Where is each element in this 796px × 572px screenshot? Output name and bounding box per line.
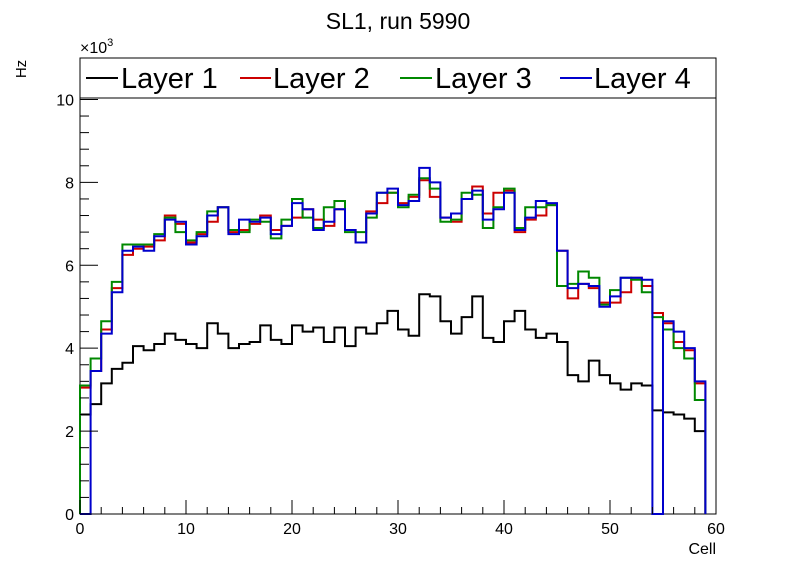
chart-title: SL1, run 5990 [326,8,471,34]
x-tick-label: 30 [389,521,407,538]
x-tick-label: 50 [601,521,619,538]
x-axis-label: Cell [688,541,716,558]
x-tick-label: 40 [495,521,513,538]
x-tick-label: 10 [177,521,195,538]
x-tick-label: 0 [76,521,85,538]
y-tick-label: 8 [65,175,74,192]
legend-label-layer-2: Layer 2 [273,63,370,95]
y-axis-multiplier: ×103 [80,37,113,57]
series-group [79,166,707,515]
y-tick-label: 10 [56,92,74,109]
axes-group: 0 10 20 30 40 50 60 0 2 4 6 8 10 [56,65,725,538]
x-tick-label: 20 [283,521,301,538]
legend-box [79,57,717,99]
y-tick-label: 6 [65,258,74,275]
series-line-layer-2 [79,179,707,514]
legend-label-layer-1: Layer 1 [121,63,218,95]
y-axis-label: Hz [13,60,30,78]
x-tick-label: 60 [707,521,725,538]
legend: Layer 1 Layer 2 Layer 3 Layer 4 [79,57,717,99]
y-tick-label: 4 [65,341,74,358]
legend-label-layer-3: Layer 3 [435,63,532,95]
y-tick-label: 2 [65,424,74,441]
legend-label-layer-4: Layer 4 [594,63,691,95]
y-tick-label: 0 [65,507,74,524]
series-line-layer-4 [80,166,707,515]
series-line-layer-1 [79,293,707,514]
series-line-layer-3 [79,177,707,514]
